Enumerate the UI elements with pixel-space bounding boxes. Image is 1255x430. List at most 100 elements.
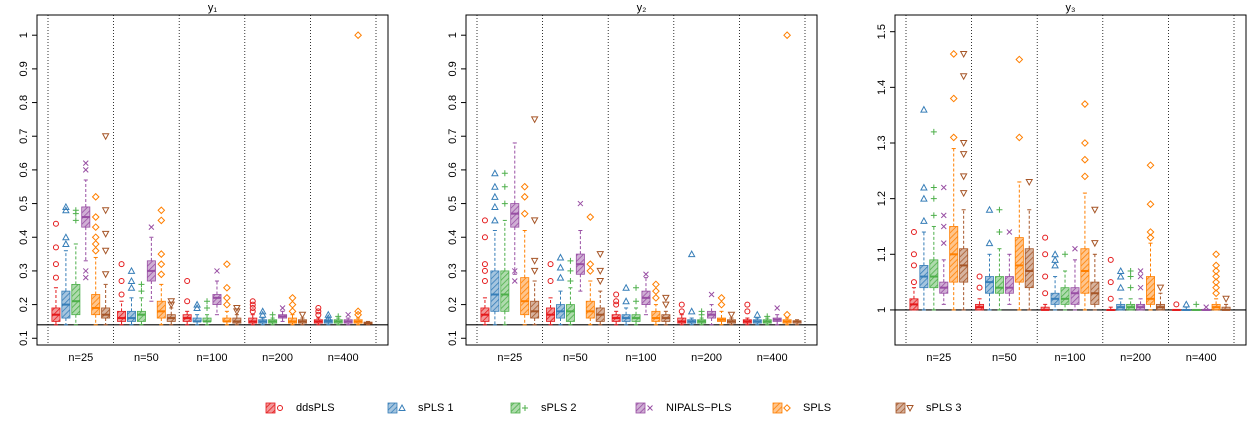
outlier xyxy=(127,283,136,291)
outlier xyxy=(1127,267,1134,274)
box xyxy=(127,310,136,322)
outlier xyxy=(101,247,110,255)
outlier xyxy=(910,229,917,236)
outlier xyxy=(678,308,685,315)
box xyxy=(565,304,575,322)
outlier xyxy=(717,300,726,309)
box xyxy=(1004,276,1014,294)
outlier xyxy=(556,253,565,261)
outlier xyxy=(1182,300,1191,308)
outlier xyxy=(920,194,928,202)
outlier xyxy=(1116,283,1125,291)
y-tick-label: 1 xyxy=(18,32,30,38)
outlier xyxy=(481,278,488,285)
outlier xyxy=(1081,100,1089,108)
outlier xyxy=(1146,161,1155,170)
outlier xyxy=(335,313,342,320)
outlier xyxy=(1137,284,1144,291)
outlier xyxy=(91,192,100,201)
outlier xyxy=(354,310,363,319)
outlier xyxy=(1137,273,1144,280)
outlier xyxy=(269,311,276,318)
outlier xyxy=(315,311,322,318)
y-tick-label: 0.7 xyxy=(18,129,30,144)
outlier xyxy=(959,190,968,198)
outlier xyxy=(184,278,191,285)
outlier xyxy=(315,308,322,315)
outlier xyxy=(959,50,968,58)
x-tick-label: n=400 xyxy=(757,352,788,364)
outlier xyxy=(118,291,125,298)
outlier xyxy=(1091,206,1099,214)
outlier xyxy=(101,207,110,215)
outlier xyxy=(491,216,499,224)
outlier xyxy=(530,267,539,275)
outlier xyxy=(288,307,297,316)
outlier xyxy=(985,205,994,213)
panel-title: y₁ xyxy=(208,2,218,14)
outlier xyxy=(652,280,660,289)
outlier xyxy=(82,268,89,274)
outlier xyxy=(82,160,89,167)
legend-label: SPLS xyxy=(803,402,831,414)
outlier xyxy=(279,305,286,311)
outlier xyxy=(949,94,958,103)
outlier xyxy=(1051,250,1059,258)
plot-frame xyxy=(465,14,818,346)
outlier xyxy=(910,251,917,258)
box xyxy=(156,300,166,319)
outlier xyxy=(223,293,231,302)
outlier xyxy=(520,209,529,218)
outlier xyxy=(204,304,211,311)
outlier xyxy=(491,182,499,190)
outlier xyxy=(62,206,70,214)
outlier xyxy=(930,195,937,202)
outlier xyxy=(127,276,136,285)
x-tick-label: n=25 xyxy=(497,352,522,364)
outlier xyxy=(481,217,488,224)
y-tick-label: 1.3 xyxy=(876,135,888,150)
outlier xyxy=(324,314,333,322)
outlier xyxy=(258,310,267,318)
box xyxy=(71,283,81,316)
y-tick-label: 0.2 xyxy=(18,297,30,312)
outlier xyxy=(1042,290,1049,297)
box xyxy=(985,276,994,294)
box xyxy=(101,307,111,319)
y-tick-label: 0.4 xyxy=(18,230,30,245)
outlier xyxy=(949,133,958,142)
box xyxy=(1024,248,1034,289)
panel-title: y₂ xyxy=(637,2,647,14)
outlier xyxy=(118,278,125,285)
outlier xyxy=(101,133,110,141)
outlier xyxy=(1193,301,1200,308)
outlier xyxy=(596,251,605,259)
legend-swatch xyxy=(510,402,521,414)
outlier xyxy=(596,278,605,286)
box xyxy=(1146,276,1155,305)
outlier xyxy=(547,261,554,268)
box xyxy=(1060,287,1070,305)
outlier xyxy=(298,311,307,319)
outlier xyxy=(556,263,565,271)
legend-symbol xyxy=(522,405,528,411)
outlier xyxy=(72,217,79,224)
outlier xyxy=(910,279,917,286)
outlier xyxy=(91,213,100,221)
y-tick-label: 0.2 xyxy=(447,297,459,312)
box xyxy=(212,294,222,305)
outlier xyxy=(530,257,539,265)
outlier xyxy=(567,257,574,264)
legend-symbol xyxy=(906,405,914,413)
outlier xyxy=(501,170,508,177)
x-tick-label: n=50 xyxy=(563,352,588,364)
outlier xyxy=(62,239,70,247)
legend-swatch xyxy=(265,402,276,414)
outlier xyxy=(596,267,605,275)
legend-label: sPLS 1 xyxy=(418,402,453,414)
outlier xyxy=(481,267,488,274)
y-tick-label: 1 xyxy=(876,307,888,313)
outlier xyxy=(491,192,499,200)
outlier xyxy=(511,278,518,284)
